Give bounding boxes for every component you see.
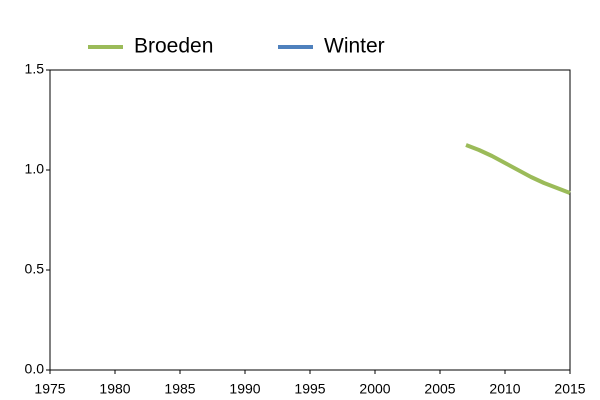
x-tick-label: 2000 — [359, 381, 390, 397]
x-tick-label: 2005 — [424, 381, 455, 397]
series-line — [465, 143, 571, 195]
y-tick-label: 1.0 — [25, 161, 45, 177]
legend-label: Winter — [324, 35, 385, 58]
x-tick-label: 1985 — [164, 381, 195, 397]
plot-frame — [49, 69, 571, 371]
x-tick-label: 2010 — [489, 381, 520, 397]
x-tick-label: 1990 — [229, 381, 260, 397]
y-tick-label: 1.5 — [25, 61, 45, 77]
y-tick-label: 0.0 — [25, 361, 45, 377]
x-tick-label: 2015 — [554, 381, 585, 397]
x-tick-label: 1975 — [34, 381, 65, 397]
y-tick-label: 0.5 — [25, 261, 45, 277]
legend-label: Broeden — [134, 35, 213, 58]
x-tick-label: 1995 — [294, 381, 325, 397]
x-tick-label: 1980 — [99, 381, 130, 397]
